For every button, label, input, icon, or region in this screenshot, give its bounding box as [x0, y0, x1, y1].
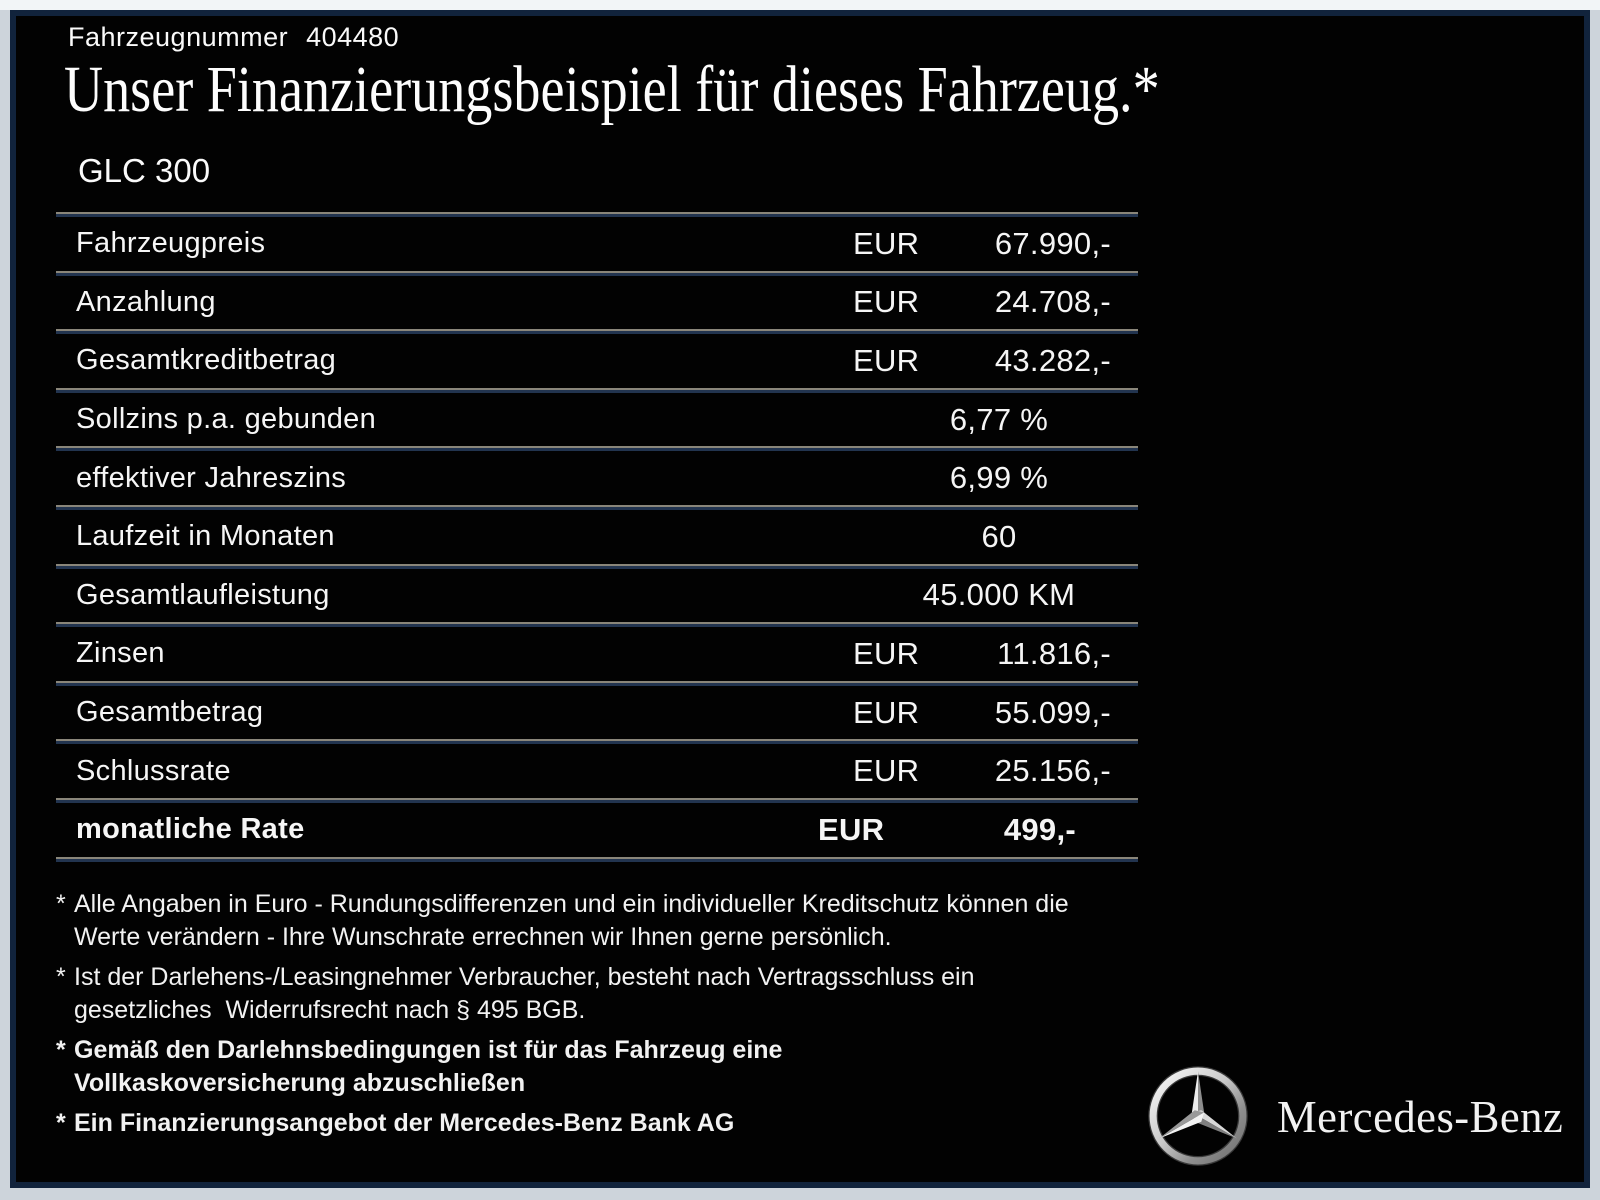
table-divider: [56, 563, 1138, 569]
row-label: Schlussrate: [76, 754, 231, 787]
row-value: EUR 55.099,-: [853, 695, 1138, 731]
table-row: Gesamtbetrag EUR 55.099,-: [56, 686, 1138, 740]
asterisk: *: [56, 963, 66, 991]
table-row: Sollzins p.a. gebunden 6,77 %: [56, 393, 1138, 447]
row-value: 60: [870, 519, 1138, 555]
amount: 11.816,-: [997, 635, 1111, 671]
row-label: Laufzeit in Monaten: [76, 520, 335, 553]
currency-code: EUR: [853, 342, 920, 378]
footnote: * Ein Finanzierungsangebot der Mercedes-B…: [56, 1107, 1166, 1140]
vehicle-number-label: Fahrzeugnummer: [68, 22, 289, 52]
footnote: * Alle Angaben in Euro - Rundungsdifferen…: [56, 888, 1166, 954]
row-label: Gesamtbetrag: [76, 696, 264, 729]
table-divider: [56, 739, 1138, 745]
finance-sheet: Fahrzeugnummer 404480 Unser Finanzierungs…: [10, 10, 1590, 1188]
row-value: 45.000 KM: [870, 577, 1138, 613]
table-row: Zinsen EUR 11.816,-: [56, 627, 1138, 681]
row-value: EUR 24.708,-: [853, 284, 1138, 320]
row-value: EUR 25.156,-: [853, 753, 1138, 789]
footnote-text: Gemäß den Darlehnsbedingungen ist für da…: [74, 1036, 783, 1064]
row-value: 6,77 %: [870, 402, 1138, 438]
amount: 67.990,-: [994, 225, 1111, 261]
amount: 45.000 KM: [922, 577, 1076, 613]
table-divider: [56, 797, 1138, 803]
table-row: Anzahlung EUR 24.708,-: [56, 276, 1138, 330]
mercedes-star-icon: [1148, 1066, 1248, 1166]
row-label: effektiver Jahreszins: [76, 461, 347, 494]
table-divider: [56, 212, 1138, 217]
vehicle-model: GLC 300: [78, 152, 211, 189]
amount: 24.708,-: [994, 284, 1111, 320]
footnote-text: Werte verändern - Ihre Wunschrate errech…: [74, 923, 892, 951]
footnote: * Ist der Darlehens-/Leasingnehmer Verbra…: [56, 961, 1166, 1027]
table-row: Laufzeit in Monaten 60: [56, 510, 1138, 564]
asterisk: *: [56, 1036, 66, 1064]
footnote-text: Alle Angaben in Euro - Rundungsdifferenz…: [74, 890, 1069, 918]
table-divider: [56, 270, 1138, 276]
amount: 6,99 %: [949, 460, 1049, 496]
amount: 60: [981, 518, 1017, 554]
table-row: effektiver Jahreszins 6,99 %: [56, 451, 1138, 505]
table-divider: [56, 504, 1138, 510]
row-value: EUR 499,-: [818, 812, 1138, 848]
row-label: Gesamtlaufleistung: [76, 578, 330, 611]
table-row: Gesamtkreditbetrag EUR 43.282,-: [56, 334, 1138, 388]
currency-code: EUR: [853, 635, 920, 671]
row-label: Sollzins p.a. gebunden: [76, 403, 377, 436]
table-divider: [56, 622, 1138, 628]
amount: 499,-: [1003, 811, 1076, 847]
row-value: 6,99 %: [870, 460, 1138, 496]
amount: 6,77 %: [949, 401, 1049, 437]
row-label: Gesamtkreditbetrag: [76, 344, 337, 377]
currency-code: EUR: [853, 694, 920, 730]
currency-code: EUR: [818, 811, 885, 847]
footnote-text: gesetzliches Widerrufsrecht nach § 495 B…: [74, 996, 586, 1024]
finance-table: Fahrzeugpreis EUR 67.990,- Anzahlung EUR 2…: [56, 212, 1138, 862]
table-divider: [56, 680, 1138, 686]
vehicle-number: Fahrzeugnummer 404480: [68, 22, 399, 53]
table-row: Schlussrate EUR 25.156,-: [56, 744, 1138, 798]
table-row: Gesamtlaufleistung 45.000 KM: [56, 569, 1138, 623]
row-label: Fahrzeugpreis: [76, 227, 266, 260]
row-label: monatliche Rate: [76, 813, 305, 846]
amount: 55.099,-: [994, 694, 1111, 730]
footnote-text: Ein Finanzierungsangebot der Mercedes-Be…: [74, 1109, 735, 1137]
asterisk: *: [56, 890, 66, 918]
amount: 25.156,-: [994, 753, 1111, 789]
footnote-text: Ist der Darlehens-/Leasingnehmer Verbrau…: [74, 963, 975, 991]
row-label: Anzahlung: [76, 285, 216, 318]
table-divider: [56, 387, 1138, 393]
window-edge: [0, 0, 1600, 10]
currency-code: EUR: [853, 284, 920, 320]
asterisk: *: [56, 1109, 66, 1137]
footnote: * Gemäß den Darlehnsbedingungen ist für d…: [56, 1034, 1166, 1100]
amount: 43.282,-: [994, 342, 1111, 378]
table-row: Fahrzeugpreis EUR 67.990,-: [56, 217, 1138, 271]
row-value: EUR 43.282,-: [853, 343, 1138, 379]
row-label: Zinsen: [76, 637, 165, 670]
row-value: EUR 11.816,-: [853, 636, 1138, 672]
table-divider: [56, 856, 1138, 862]
table-divider: [56, 329, 1138, 335]
brand-wordmark: Mercedes-Benz: [1277, 1090, 1564, 1142]
table-divider: [56, 446, 1138, 452]
brand-area: Mercedes-Benz: [1141, 1056, 1581, 1176]
page-title: Unser Finanzierungsbeispiel für dieses F…: [64, 53, 1160, 126]
currency-code: EUR: [853, 753, 920, 789]
currency-code: EUR: [853, 225, 920, 261]
footnote-text: Vollkaskoversicherung abzuschließen: [74, 1069, 526, 1097]
vehicle-number-value: 404480: [306, 22, 400, 52]
footnotes: * Alle Angaben in Euro - Rundungsdifferen…: [56, 888, 1166, 1147]
row-value: EUR 67.990,-: [853, 226, 1138, 262]
table-row-monthly-rate: monatliche Rate EUR 499,-: [56, 803, 1138, 857]
